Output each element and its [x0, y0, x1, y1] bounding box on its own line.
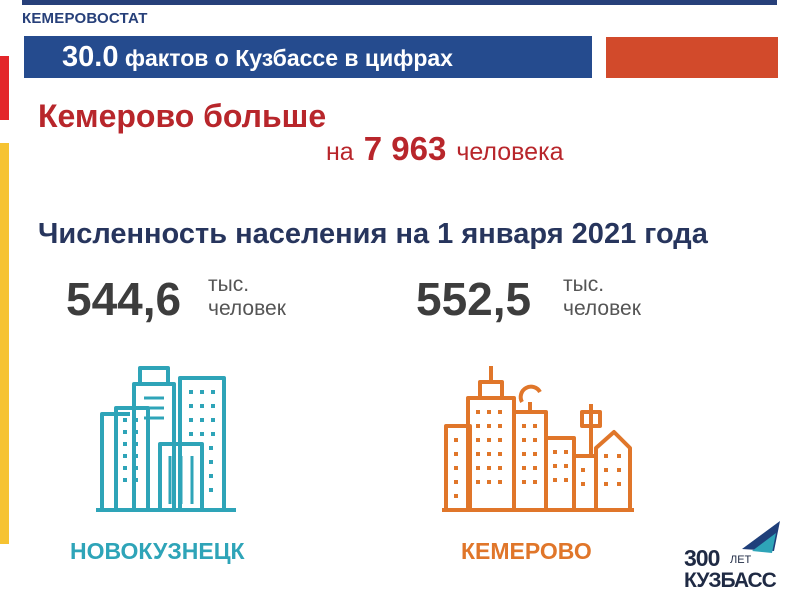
stat-value: 544,6	[66, 273, 182, 325]
stat-unit-line1: тыс.	[563, 273, 605, 296]
logo-small: ЛЕТ	[730, 554, 752, 566]
logo-word: КУЗБАСС	[684, 569, 777, 591]
city-label-novokuznetsk: НОВОКУЗНЕЦК	[70, 538, 245, 564]
subline-suffix: человека	[456, 138, 564, 166]
title-text: фактов о Кузбассе в цифрах	[124, 45, 453, 71]
headline-subline: на 7 963 человека	[326, 130, 563, 168]
stat-value: 552,5	[416, 273, 532, 325]
city-label-kemerovo: КЕМЕРОВО	[461, 538, 592, 564]
stat-unit-line1: тыс.	[208, 273, 250, 296]
novokuznetsk-city-icon	[96, 366, 236, 512]
kuzbass-300-logo: 300 ЛЕТ КУЗБАСС	[684, 521, 780, 591]
section-title: Численность населения на 1 января 2021 г…	[38, 218, 708, 250]
page-title: 30.0 фактов о Кузбассе в цифрах	[62, 41, 453, 74]
headline: Кемерово больше	[38, 98, 327, 134]
logo-number: 300	[684, 545, 720, 571]
stat-unit-line2: человек	[563, 297, 641, 320]
kemerovo-city-icon	[442, 366, 634, 512]
left-red-stripe	[0, 56, 9, 120]
red-accent-block	[606, 37, 778, 78]
title-number: 30.0	[62, 41, 119, 73]
org-name: КЕМЕРОВОСТАТ	[22, 10, 148, 27]
left-yellow-stripe	[0, 143, 9, 544]
stat-unit-line2: человек	[208, 297, 286, 320]
difference-amount: 7 963	[363, 130, 447, 167]
top-rule	[22, 0, 777, 5]
subline-prefix: на	[326, 138, 354, 166]
title-bar: 30.0 фактов о Кузбассе в цифрах	[24, 36, 592, 78]
